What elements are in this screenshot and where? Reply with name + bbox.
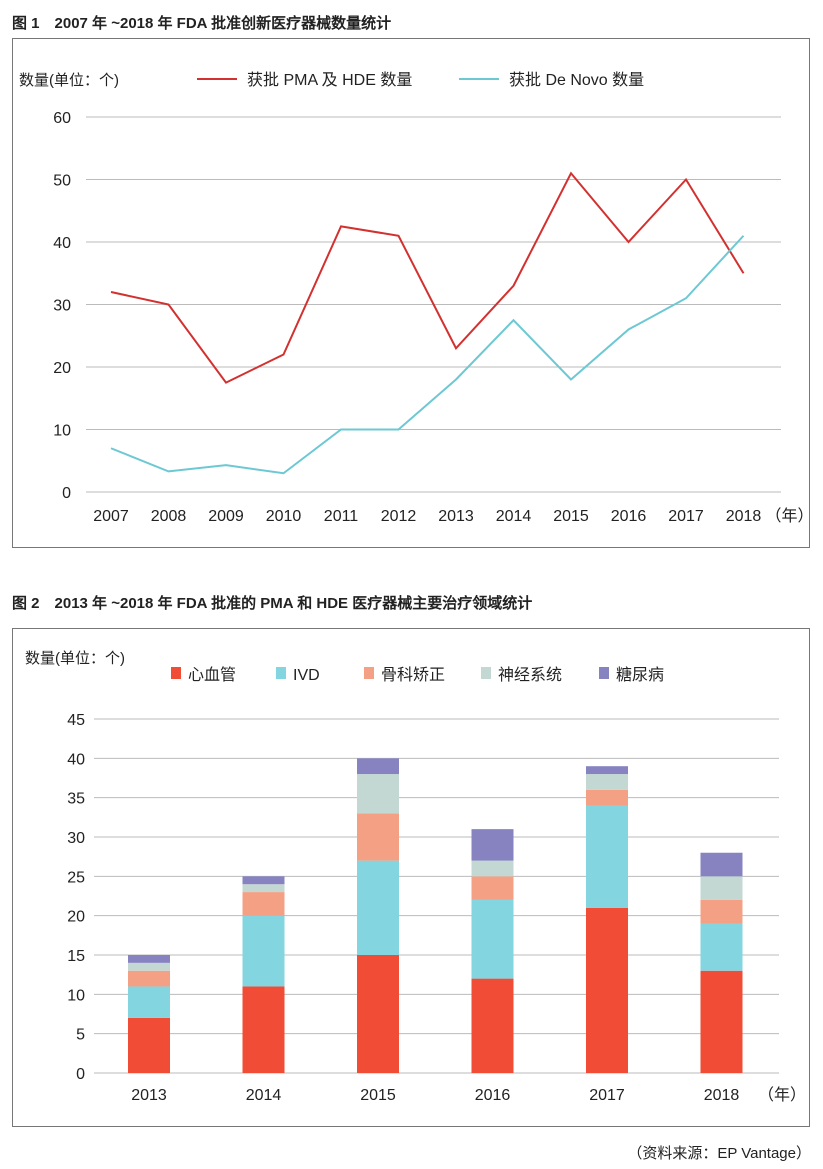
x-tick-label: 2008 bbox=[151, 508, 187, 525]
bar-segment bbox=[471, 876, 514, 900]
y-tick-label: 10 bbox=[53, 423, 71, 440]
bar-segment bbox=[471, 860, 514, 877]
x-tick-label: 2007 bbox=[93, 508, 129, 525]
bar-segment bbox=[242, 876, 285, 885]
x-tick-label: 2009 bbox=[208, 508, 244, 525]
bar-segment bbox=[700, 923, 743, 971]
x-tick-label: 2010 bbox=[266, 508, 302, 525]
bar-segment bbox=[242, 892, 285, 916]
legend-swatch bbox=[276, 667, 286, 679]
bar-segment bbox=[586, 805, 628, 908]
x-tick-label: 2018 bbox=[704, 1087, 740, 1104]
y-tick-label: 15 bbox=[67, 948, 85, 965]
x-tick-label: 2013 bbox=[131, 1087, 167, 1104]
y-tick-label: 20 bbox=[53, 360, 71, 377]
bar-segment bbox=[700, 852, 743, 877]
y-tick-label: 20 bbox=[67, 909, 85, 926]
bar-segment bbox=[471, 978, 514, 1073]
y-tick-label: 25 bbox=[67, 869, 85, 886]
series-line bbox=[110, 235, 745, 475]
y-tick-label: 30 bbox=[67, 830, 85, 847]
bar-segment bbox=[700, 899, 743, 924]
legend-label: 糖尿病 bbox=[616, 666, 664, 684]
x-tick-label: 2014 bbox=[496, 508, 532, 525]
x-tick-label: 2018 bbox=[726, 508, 762, 525]
bar-segment bbox=[128, 986, 170, 1018]
y-tick-label: 10 bbox=[67, 987, 85, 1004]
bar-segment bbox=[242, 986, 285, 1073]
figure-1-frame: 0 10 20 30 40 50 60 2007 2008 2009 2010 2011 2012 201… bbox=[12, 38, 814, 548]
x-axis-label: （年） bbox=[758, 1086, 806, 1104]
figure-1-title: 图 1 2007 年 ~2018 年 FDA 批准创新医疗器械数量统计 bbox=[12, 15, 392, 32]
bar-segment bbox=[128, 970, 170, 987]
bar-segment bbox=[586, 789, 628, 806]
bar-segment bbox=[700, 876, 743, 900]
y-tick-label: 50 bbox=[53, 173, 71, 190]
x-tick-label: 2016 bbox=[611, 508, 647, 525]
x-tick-label: 2015 bbox=[360, 1087, 396, 1104]
x-tick-label: 2015 bbox=[553, 508, 589, 525]
y-tick-label: 35 bbox=[67, 791, 85, 808]
source-note: （资料来源：EP Vantage） bbox=[627, 1145, 811, 1162]
legend-label: 获批 De Novo 数量 bbox=[509, 71, 644, 89]
bar-segment bbox=[471, 829, 514, 861]
bar-segment bbox=[128, 1017, 170, 1073]
bar-segment bbox=[242, 915, 285, 987]
legend-swatch bbox=[481, 667, 491, 679]
y-tick-label: 45 bbox=[67, 712, 85, 729]
bar-segment bbox=[242, 884, 285, 893]
bar-segment bbox=[586, 774, 628, 790]
legend-label: 神经系统 bbox=[498, 666, 562, 684]
y-axis-label: 数量(单位：个) bbox=[25, 650, 125, 667]
figure-2-title: 图 2 2013 年 ~2018 年 FDA 批准的 PMA 和 HDE 医疗器… bbox=[12, 595, 533, 612]
x-tick-label: 2013 bbox=[438, 508, 474, 525]
y-tick-label: 60 bbox=[53, 110, 71, 127]
series-line bbox=[110, 171, 745, 384]
bar-segment bbox=[586, 907, 628, 1073]
y-tick-label: 40 bbox=[53, 235, 71, 252]
y-tick-label: 5 bbox=[76, 1027, 85, 1044]
legend-label: 骨科矫正 bbox=[381, 666, 445, 684]
x-tick-label: 2016 bbox=[475, 1087, 511, 1104]
bar-segment bbox=[128, 962, 170, 971]
legend-swatch bbox=[599, 667, 609, 679]
bar-segment bbox=[700, 970, 743, 1073]
bar-segment bbox=[357, 813, 399, 861]
x-tick-label: 2012 bbox=[381, 508, 417, 525]
x-tick-label: 2011 bbox=[324, 508, 359, 525]
bar-segment bbox=[586, 766, 628, 775]
y-axis-label: 数量(单位：个) bbox=[19, 72, 119, 89]
stacked-bar-chart: 0 5 10 15 20 25 30 35 40 45 2013 2014 2015 2016 2017 20… bbox=[25, 650, 806, 1104]
bar-segment bbox=[357, 955, 399, 1073]
bar-segment bbox=[357, 860, 399, 955]
bar-segment bbox=[128, 955, 170, 963]
bar-segment bbox=[471, 899, 514, 979]
y-tick-label: 30 bbox=[53, 298, 71, 315]
y-tick-label: 0 bbox=[76, 1066, 85, 1083]
y-tick-label: 40 bbox=[67, 751, 85, 768]
legend-swatch bbox=[364, 667, 374, 679]
figure-2-frame: 0 5 10 15 20 25 30 35 40 45 2013 2014 2015 2016 2017 20… bbox=[12, 628, 810, 1127]
bar-segment bbox=[357, 758, 399, 775]
bar-segment bbox=[357, 774, 399, 814]
x-tick-label: 2017 bbox=[589, 1087, 625, 1104]
y-tick-label: 0 bbox=[62, 485, 71, 502]
x-tick-label: 2017 bbox=[668, 508, 704, 525]
x-axis-label: （年） bbox=[766, 507, 812, 525]
legend-label: 获批 PMA 及 HDE 数量 bbox=[247, 71, 412, 89]
legend-swatch bbox=[171, 667, 181, 679]
line-chart: 0 10 20 30 40 50 60 2007 2008 2009 2010 2011 2012 201… bbox=[19, 71, 814, 525]
x-tick-label: 2014 bbox=[246, 1087, 282, 1104]
legend-label: 心血管 bbox=[188, 666, 236, 684]
legend-label: IVD bbox=[293, 667, 320, 684]
